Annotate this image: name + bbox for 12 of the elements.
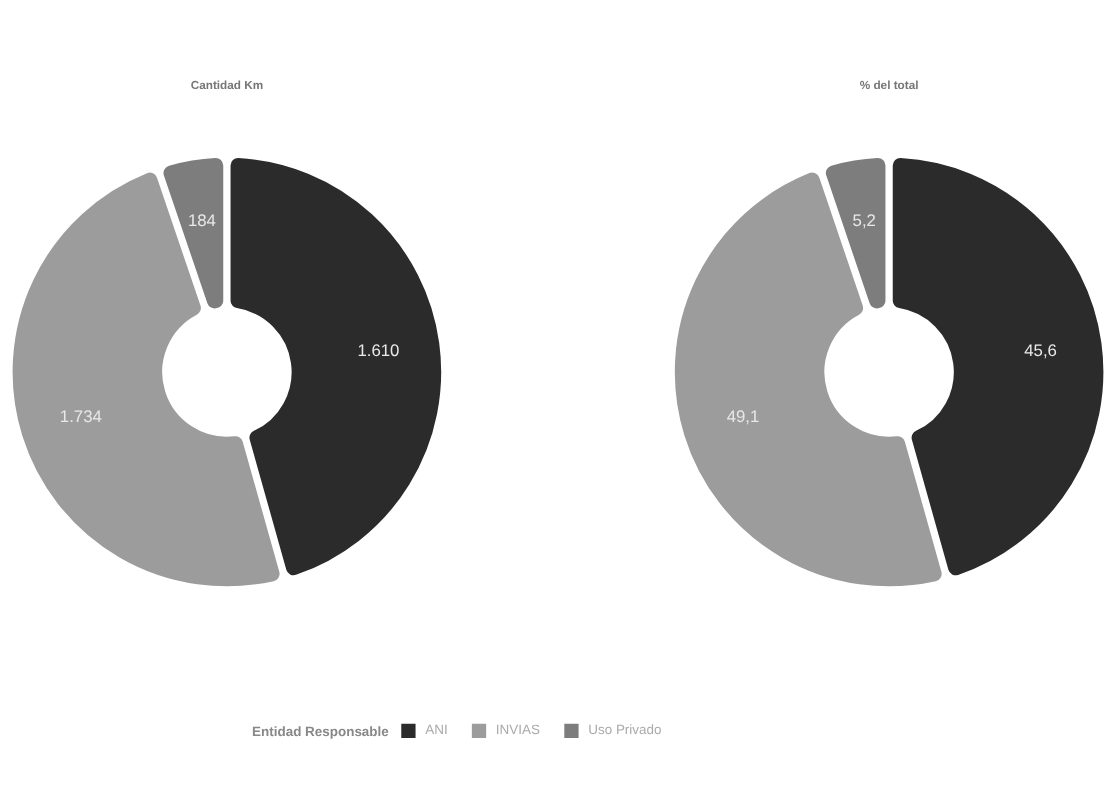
data-label: 45,6 [1024,340,1058,361]
data-label: 49,1 [726,406,760,427]
donut-slice [891,156,1106,577]
data-label: 184 [187,210,217,231]
donut-slice [10,170,282,588]
data-label: 1.610 [357,340,401,361]
donut-slice [161,156,225,311]
data-label: 5,2 [852,210,877,231]
donut-slice [824,156,888,311]
donut-slice [673,170,944,588]
data-label: 1.734 [59,406,103,427]
donut-slice [228,156,443,577]
